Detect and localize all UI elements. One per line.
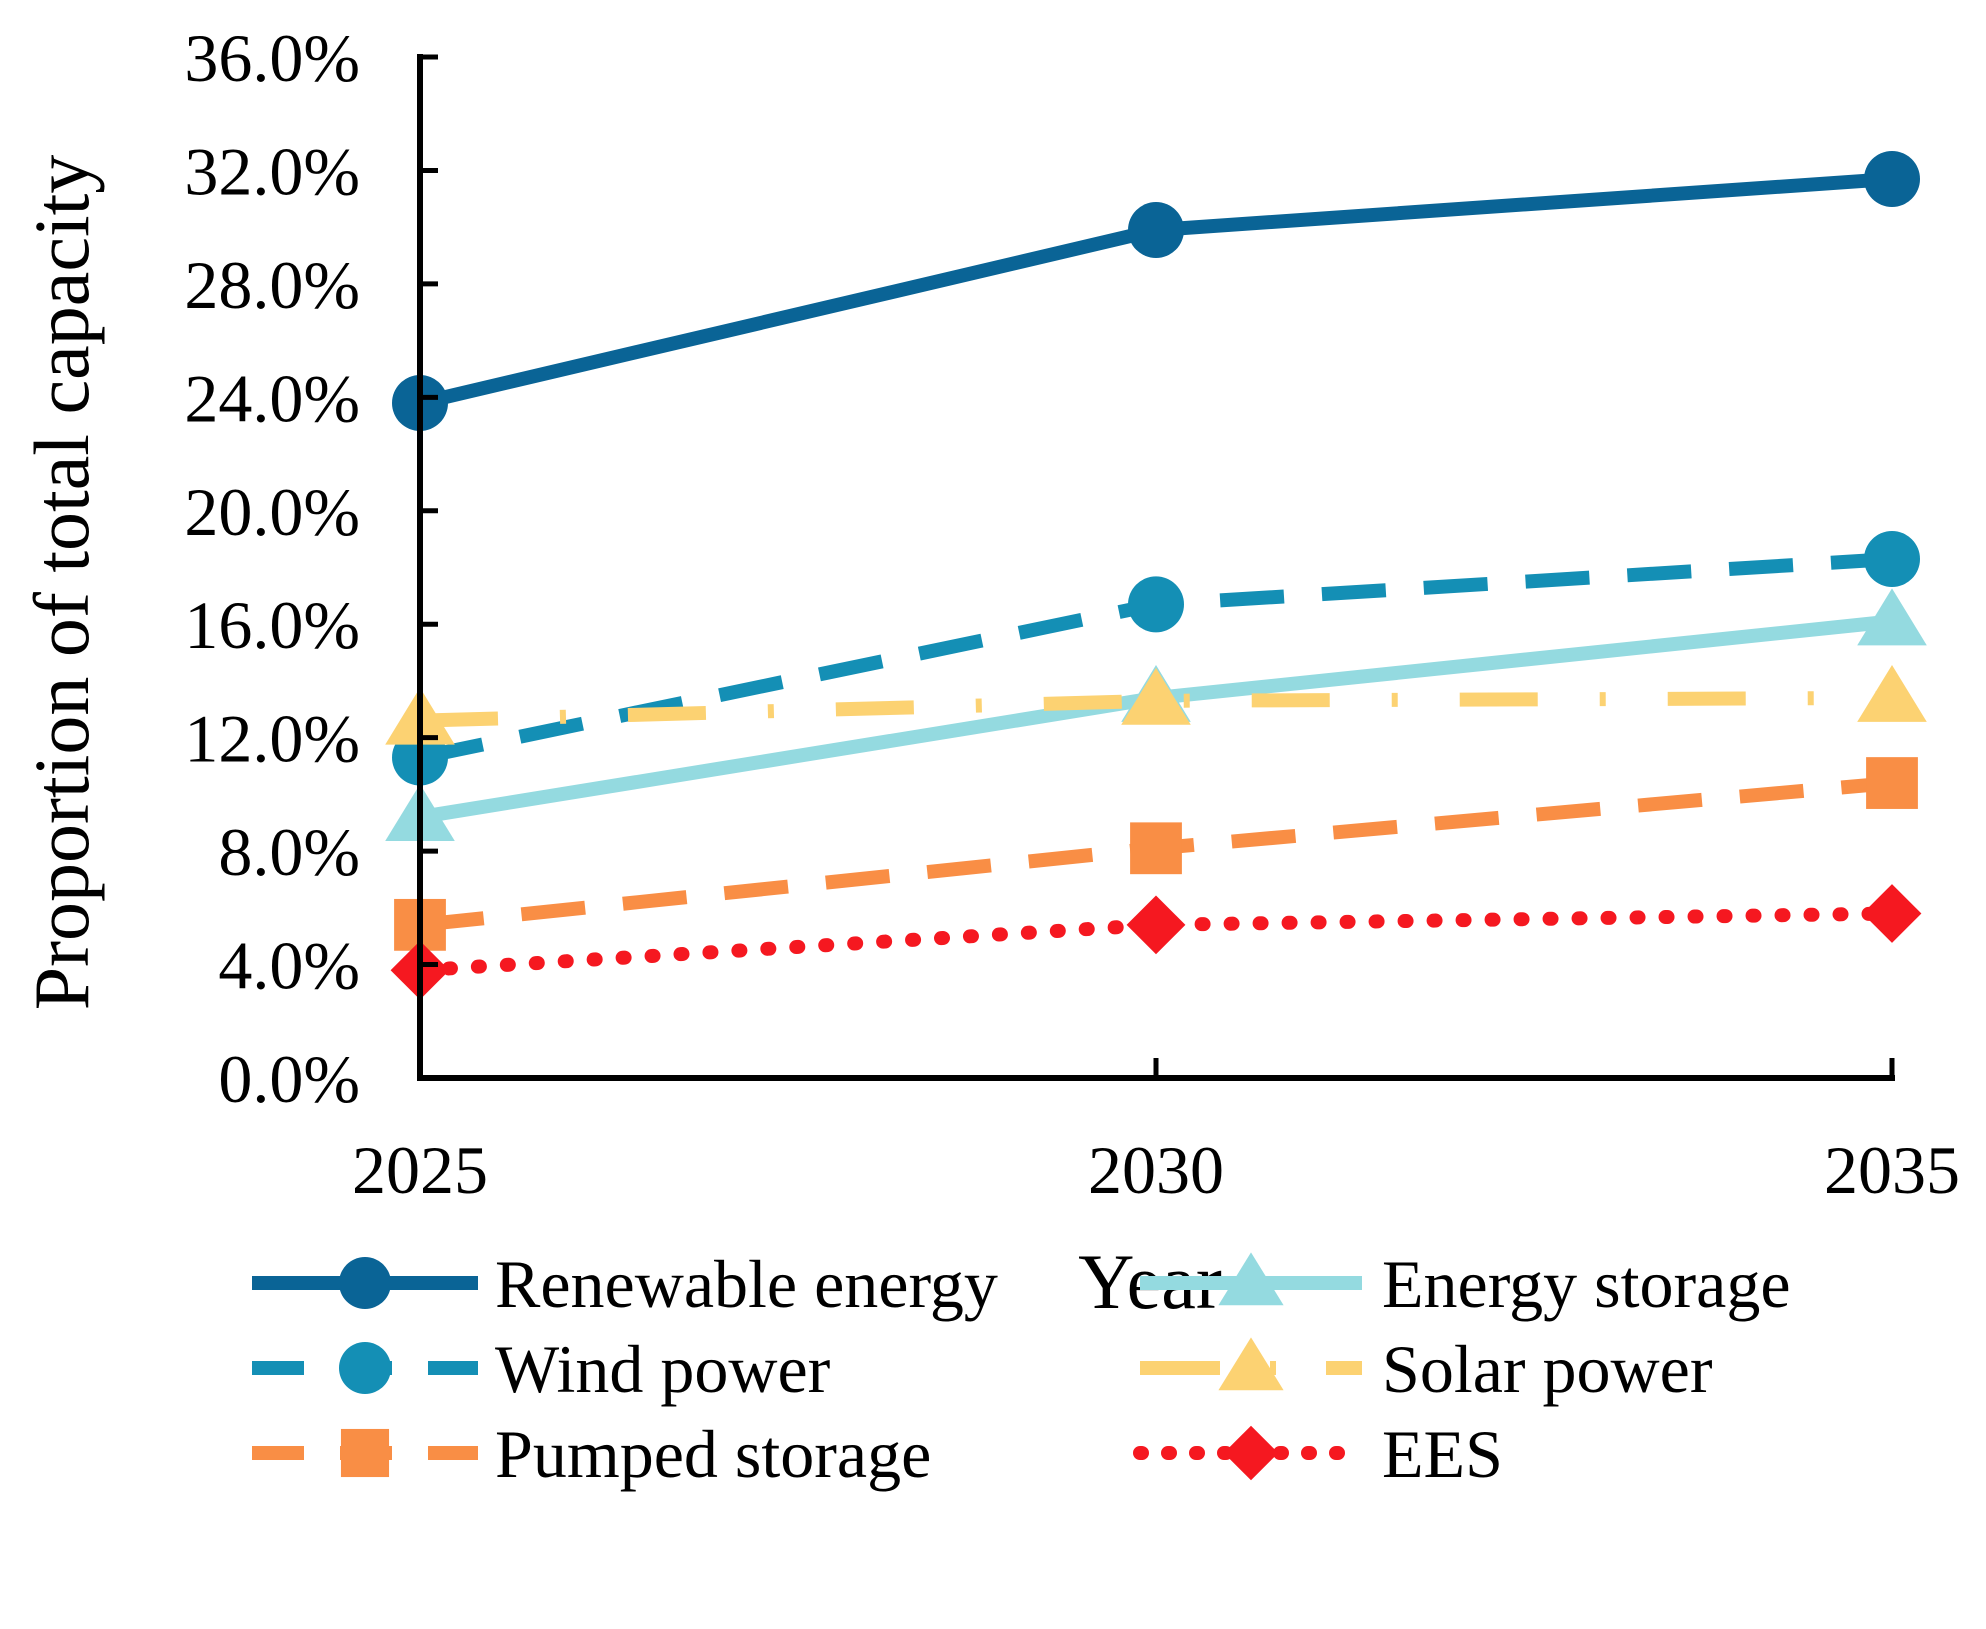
series-wind-power: [392, 530, 1920, 786]
series-layer: [385, 150, 1927, 1000]
x-ticks: 2025 2030 2035: [352, 1058, 1960, 1208]
legend-item-pumped-storage: Pumped storage: [252, 1416, 931, 1492]
y-tick-label: 4.0%: [218, 928, 360, 1004]
legend-label: Energy storage: [1382, 1246, 1791, 1322]
y-tick-label: 8.0%: [218, 814, 360, 890]
y-tick-label: 32.0%: [184, 133, 360, 209]
legend-label: EES: [1382, 1416, 1503, 1492]
y-tick-label: 28.0%: [184, 247, 360, 323]
x-tick-label: 2035: [1824, 1132, 1960, 1208]
legend-item-energy-storage: Energy storage: [1140, 1246, 1791, 1322]
data-point-pumped-storage: [1866, 757, 1918, 809]
legend-marker: [1223, 1425, 1279, 1481]
x-tick-label: 2025: [352, 1132, 488, 1208]
legend-label: Renewable energy: [495, 1246, 998, 1322]
legend-item-ees: EES: [1133, 1416, 1503, 1492]
data-point-energy-storage: [1857, 588, 1927, 646]
data-point-renewable-energy: [1864, 150, 1920, 207]
legend-item-solar-power: Solar power: [1140, 1331, 1713, 1407]
legend-marker: [340, 1428, 390, 1478]
data-point-solar-power: [1121, 667, 1191, 725]
series-ees: [390, 884, 1922, 1000]
legend-marker: [339, 1257, 391, 1309]
data-point-wind-power: [1864, 530, 1920, 587]
data-point-renewable-energy: [1128, 202, 1184, 259]
y-tick-label: 24.0%: [184, 360, 360, 436]
data-point-solar-power: [1857, 664, 1927, 722]
y-tick-label: 36.0%: [184, 20, 360, 96]
legend-marker: [1218, 1252, 1284, 1306]
legend: Renewable energy Wind power Pumped storage…: [252, 1246, 1791, 1492]
legend-label: Solar power: [1382, 1331, 1713, 1407]
x-tick-label: 2030: [1088, 1132, 1224, 1208]
legend-marker: [1218, 1337, 1284, 1391]
data-point-pumped-storage: [1130, 822, 1182, 875]
legend-item-renewable-energy: Renewable energy: [252, 1246, 998, 1322]
y-tick-label: 20.0%: [184, 474, 360, 550]
data-point-wind-power: [1128, 576, 1184, 633]
series-solar-power: [385, 664, 1927, 745]
y-tick-label: 12.0%: [184, 701, 360, 777]
y-ticks: 0.0% 4.0% 8.0% 12.0% 16.0% 20.0% 24.0% 28.0% 32.…: [184, 20, 438, 1117]
y-tick-label: 16.0%: [184, 587, 360, 663]
legend-item-wind-power: Wind power: [252, 1331, 831, 1407]
series-renewable-energy: [392, 150, 1920, 432]
series-pumped-storage: [394, 757, 1918, 951]
legend-label: Wind power: [495, 1331, 831, 1407]
y-tick-label: 0.0%: [218, 1041, 360, 1117]
legend-marker: [339, 1342, 391, 1394]
data-point-ees: [1862, 884, 1922, 943]
y-axis-title: Proportion of total capacity: [18, 155, 105, 1011]
series-line-solar-power: [419, 690, 1893, 728]
data-point-ees: [1126, 895, 1186, 955]
legend-label: Pumped storage: [495, 1416, 931, 1492]
